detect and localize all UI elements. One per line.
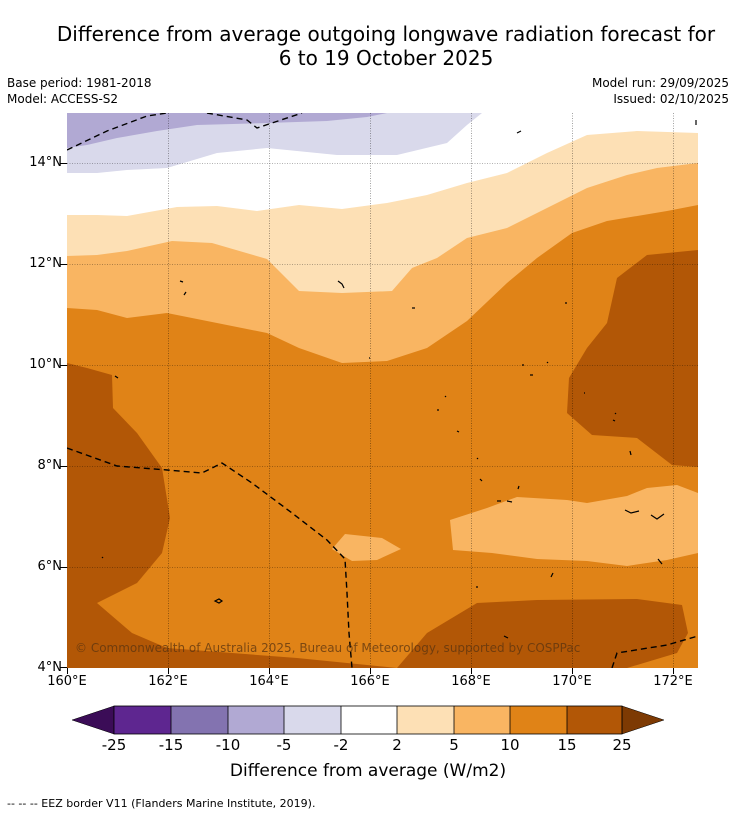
band-15-25-south — [397, 599, 688, 668]
title-line-2: 6 to 19 October 2025 — [278, 46, 494, 70]
lat-label: 6°N — [37, 559, 63, 574]
lat-label: 10°N — [29, 357, 62, 372]
lon-label: 160°E — [47, 674, 87, 689]
colorbar-extend-high — [621, 705, 664, 735]
colorbar-label: -25 — [101, 736, 127, 754]
colorbar-label: 5 — [449, 736, 459, 754]
lon-label: 170°E — [552, 674, 592, 689]
band-5-10-east-patch — [450, 485, 698, 566]
meta-right: Model run: 29/09/2025 Issued: 02/10/2025 — [592, 75, 729, 107]
lon-label: 168°E — [451, 674, 491, 689]
base-period: Base period: 1981-2018 — [7, 76, 152, 90]
islands — [101, 120, 697, 639]
lat-label: 4°N — [37, 660, 63, 675]
lon-label: 164°E — [249, 674, 289, 689]
title-line-1: Difference from average outgoing longwav… — [56, 22, 716, 46]
colorbar — [72, 705, 664, 735]
colorbar-title: Difference from average (W/m2) — [229, 761, 507, 781]
lat-label: 12°N — [29, 256, 62, 271]
colorbar-bin — [171, 706, 228, 734]
colorbar-label: -10 — [215, 736, 241, 754]
colorbar-bin — [567, 706, 622, 734]
copyright-notice: © Commonwealth of Australia 2025, Bureau… — [75, 641, 581, 655]
colorbar-label: -15 — [158, 736, 184, 754]
colorbar-label: 15 — [557, 736, 577, 754]
colorbar-label: -2 — [333, 736, 349, 754]
lat-label: 14°N — [29, 155, 62, 170]
lon-tick — [168, 668, 169, 674]
lon-tick — [673, 668, 674, 674]
colorbar-bin — [228, 706, 284, 734]
model-name: Model: ACCESS-S2 — [7, 92, 119, 106]
colorbar-bin — [341, 706, 397, 734]
graticule — [67, 113, 698, 668]
lon-tick — [370, 668, 371, 674]
lon-label: 166°E — [350, 674, 390, 689]
issued-date: Issued: 02/10/2025 — [613, 92, 729, 106]
band-neg10-neg5 — [67, 113, 387, 148]
colorbar-label: 10 — [500, 736, 520, 754]
map-svg — [67, 113, 698, 668]
lat-tick — [60, 667, 67, 668]
lat-tick — [60, 163, 67, 164]
colorbar-bin — [510, 706, 567, 734]
lat-tick — [60, 567, 67, 568]
band-15-25-east — [567, 250, 698, 467]
eez-borders — [67, 113, 698, 668]
lat-tick — [60, 466, 67, 467]
lat-tick — [60, 264, 67, 265]
band-5-10-small-patch — [332, 534, 401, 561]
colorbar-bin — [454, 706, 510, 734]
lon-label: 162°E — [148, 674, 188, 689]
lat-label: 8°N — [37, 458, 63, 473]
map-panel — [67, 113, 698, 668]
colorbar-label: 25 — [612, 736, 632, 754]
model-run: Model run: 29/09/2025 — [591, 76, 729, 90]
lat-tick — [60, 365, 67, 366]
colorbar-bin — [397, 706, 454, 734]
lon-label: 172°E — [653, 674, 693, 689]
lon-tick — [269, 668, 270, 674]
lon-tick — [471, 668, 472, 674]
colorbar-label: -5 — [276, 736, 292, 754]
band-15-25-west — [67, 363, 397, 668]
meta-left: Base period: 1981-2018 Model: ACCESS-S2 — [7, 75, 152, 107]
lon-tick — [572, 668, 573, 674]
lon-tick — [67, 668, 68, 674]
eez-legend: -- -- -- EEZ border V11 (Flanders Marine… — [7, 797, 316, 810]
colorbar-bin — [114, 706, 171, 734]
colorbar-bin — [284, 706, 341, 734]
colorbar-label: 2 — [392, 736, 402, 754]
colorbar-extend-low — [72, 705, 115, 735]
chart-title: Difference from average outgoing longwav… — [0, 22, 736, 70]
